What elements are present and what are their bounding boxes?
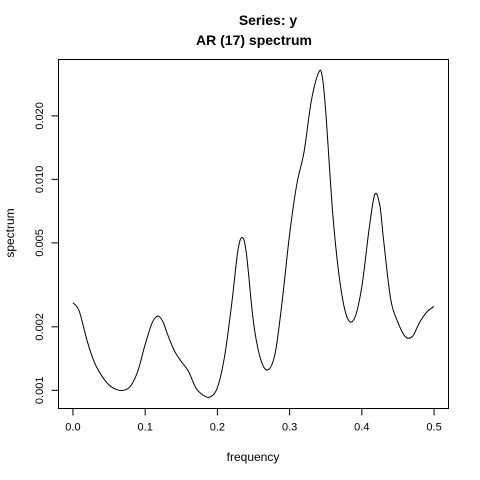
y-tick-label: 0.005 [34, 229, 46, 257]
y-tick-label: 0.001 [34, 377, 46, 405]
y-tick-label: 0.010 [34, 166, 46, 194]
y-axis: 0.001 0.002 0.005 0.010 0.020 [34, 102, 59, 404]
x-tick-label: 0.0 [65, 422, 80, 434]
y-tick-label: 0.020 [34, 102, 46, 130]
plot-frame [58, 59, 449, 409]
x-tick-label: 0.2 [210, 422, 225, 434]
y-tick-label: 0.002 [34, 313, 46, 341]
x-tick-label: 0.4 [354, 422, 369, 434]
x-tick-label: 0.5 [426, 422, 441, 434]
chart-title: Series: y [239, 12, 298, 28]
y-axis-label: spectrum [3, 208, 17, 257]
series-layer [72, 69, 435, 398]
spectrum-line [72, 69, 435, 398]
x-tick-label: 0.1 [138, 422, 153, 434]
chart-subtitle: AR (17) spectrum [196, 32, 312, 48]
x-tick-label: 0.3 [282, 422, 297, 434]
x-axis: 0.0 0.1 0.2 0.3 0.4 0.5 [65, 408, 442, 434]
x-axis-label: frequency [227, 450, 280, 464]
